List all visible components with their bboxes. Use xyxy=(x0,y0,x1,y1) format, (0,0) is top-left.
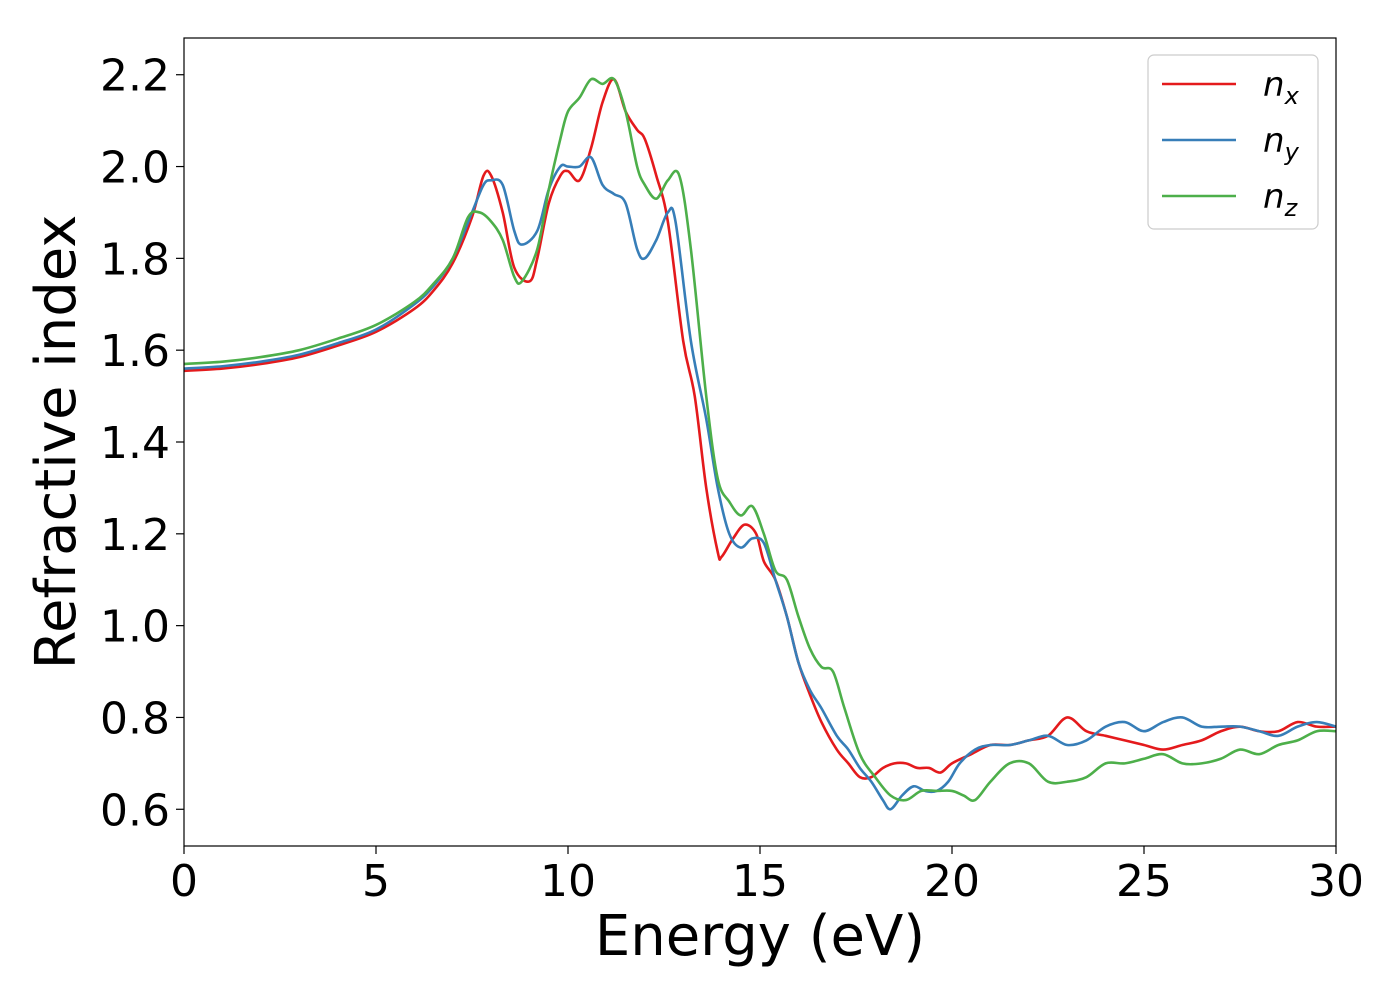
x-axis-label: Energy (eV) xyxy=(595,904,925,969)
y-tick-label: 2.0 xyxy=(100,143,170,194)
y-tick-label: 2.2 xyxy=(100,51,170,102)
x-tick-label: 30 xyxy=(1308,856,1364,907)
y-tick-label: 0.8 xyxy=(100,693,170,744)
legend-label-ny: ny xyxy=(1263,121,1300,166)
legend-label-subscript: x xyxy=(1284,82,1300,110)
legend-box xyxy=(1147,54,1319,230)
plot-background xyxy=(184,38,1336,846)
x-tick-label: 0 xyxy=(170,856,198,907)
series-layer xyxy=(184,76,1336,811)
y-axis: 0.6 0.8 1.0 1.2 1.4 1.6 1.8 2.0 2.2 xyxy=(100,51,184,836)
y-axis-label: Refractive index xyxy=(24,215,89,670)
legend-label-base: n xyxy=(1263,177,1285,217)
y-tick-label: 1.2 xyxy=(100,510,170,561)
series-line-nz xyxy=(184,76,1336,802)
x-tick-label: 20 xyxy=(924,856,980,907)
y-tick-label: 1.6 xyxy=(100,326,170,377)
y-tick-label: 1.4 xyxy=(100,418,170,469)
legend-label-base: n xyxy=(1263,121,1285,161)
x-axis: 0 5 10 15 20 25 30 xyxy=(170,846,1364,907)
x-tick-label: 10 xyxy=(540,856,596,907)
y-tick-label: 1.8 xyxy=(100,234,170,285)
legend-label-subscript: z xyxy=(1284,194,1299,222)
x-tick-label: 5 xyxy=(362,856,390,907)
y-tick-label: 1.0 xyxy=(100,602,170,653)
legend-label-base: n xyxy=(1263,65,1285,105)
x-tick-label: 15 xyxy=(732,856,788,907)
x-tick-label: 25 xyxy=(1116,856,1172,907)
legend-label-subscript: y xyxy=(1284,138,1300,166)
y-tick-label: 0.6 xyxy=(100,785,170,836)
series-line-ny xyxy=(184,155,1336,811)
legend-label-nx: nx xyxy=(1263,65,1300,110)
legend-label-nz: nz xyxy=(1263,177,1299,222)
series-line-nx xyxy=(184,78,1336,780)
